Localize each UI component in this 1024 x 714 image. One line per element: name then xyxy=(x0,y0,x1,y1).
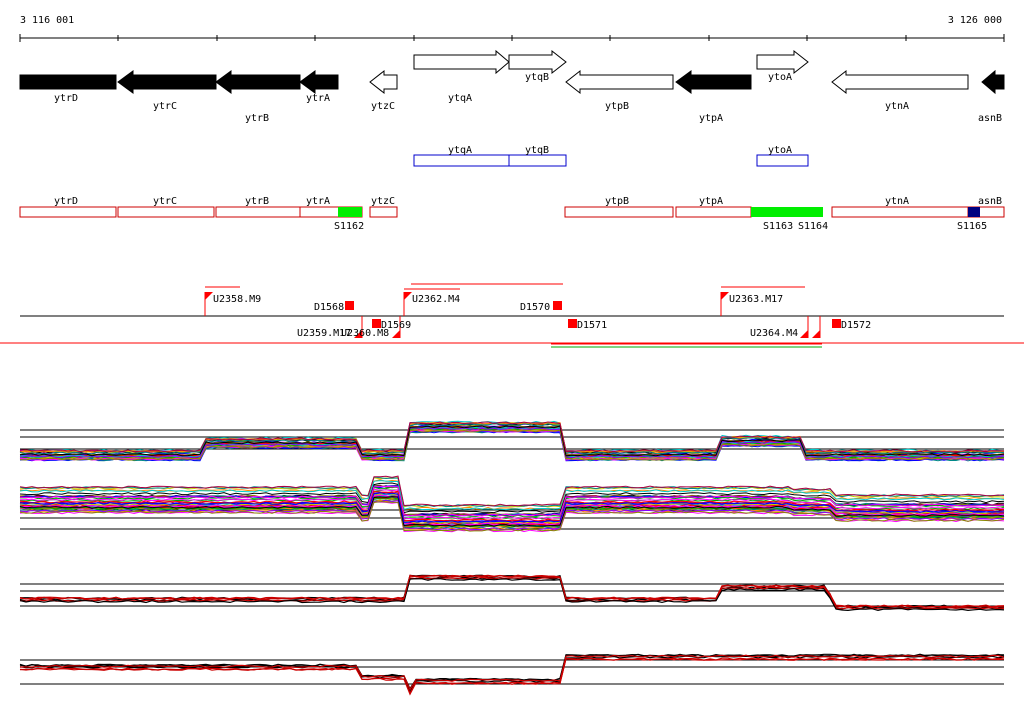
svg-text:ytrA: ytrA xyxy=(306,93,330,104)
gene-asnB[interactable]: asnB xyxy=(978,69,1005,124)
feature-U2359-M17[interactable]: U2359.M17 xyxy=(297,316,363,339)
svg-text:U2358.M9: U2358.M9 xyxy=(213,294,261,305)
svg-text:ytqB: ytqB xyxy=(525,145,549,156)
feature-U2362-M4[interactable]: U2362.M4 xyxy=(403,292,460,316)
blue-box-ytqA[interactable]: ytqA xyxy=(413,145,510,167)
segment-S1164: S1164 xyxy=(798,221,828,232)
gene-ytoA[interactable]: ytoA xyxy=(756,49,809,83)
svg-text:D1569: D1569 xyxy=(381,320,411,331)
end-coordinate: 3 126 000 xyxy=(948,15,1002,26)
svg-text:ytpA: ytpA xyxy=(699,113,723,124)
svg-text:ytrB: ytrB xyxy=(245,196,269,207)
blue-box-track: ytqA ytqB ytoA xyxy=(413,145,809,167)
svg-text:S1163: S1163 xyxy=(763,221,793,232)
gene-ytrD[interactable]: ytrD xyxy=(19,74,117,104)
red-box-ytnA[interactable]: ytnA xyxy=(831,196,973,218)
feature-U2360-M8[interactable]: U2360.M8 xyxy=(341,316,401,339)
svg-text:U2362.M4: U2362.M4 xyxy=(412,294,460,305)
expression-track-1 xyxy=(19,420,1005,462)
coordinate-ruler: 3 116 001 3 126 000 xyxy=(19,15,1005,42)
svg-text:ytpA: ytpA xyxy=(699,196,723,207)
segment-S1163[interactable]: S1163 xyxy=(751,207,823,232)
red-box-track: ytrD ytrC ytrB ytrA ytzC ytpB ytpA ytnA xyxy=(19,196,1005,232)
gene-ytrB[interactable]: ytrB xyxy=(215,70,301,124)
marker-D1570[interactable]: D1570 xyxy=(520,301,562,313)
range-lines xyxy=(205,283,822,348)
expression-track-2 xyxy=(19,475,1005,533)
svg-text:ytrA: ytrA xyxy=(306,196,330,207)
gene-track: ytrD ytrC ytrB ytrA ytzC ytqA ytqB ytpB xyxy=(19,49,1005,124)
blue-box-ytoA[interactable]: ytoA xyxy=(756,145,809,167)
gene-ytpB[interactable]: ytpB xyxy=(565,69,674,112)
segment-S1162[interactable]: S1162 xyxy=(334,207,364,232)
svg-text:U2363.M17: U2363.M17 xyxy=(729,294,783,305)
svg-text:S1162: S1162 xyxy=(334,221,364,232)
gene-ytrA[interactable]: ytrA xyxy=(299,70,339,104)
marker-D1569[interactable]: D1569 xyxy=(372,319,411,331)
svg-text:asnB: asnB xyxy=(978,113,1002,124)
svg-text:S1164: S1164 xyxy=(798,221,828,232)
red-box-ytpB[interactable]: ytpB xyxy=(564,196,674,218)
svg-text:ytnA: ytnA xyxy=(885,101,909,112)
svg-text:D1571: D1571 xyxy=(577,320,607,331)
svg-text:U2359.M17: U2359.M17 xyxy=(297,328,351,339)
svg-text:ytqA: ytqA xyxy=(448,145,472,156)
svg-text:ytzC: ytzC xyxy=(371,196,395,207)
gene-ytqB[interactable]: ytqB xyxy=(508,49,567,83)
svg-text:ytqA: ytqA xyxy=(448,93,472,104)
blue-box-ytqB[interactable]: ytqB xyxy=(508,145,567,167)
feature-track: U2358.M9 U2362.M4 U2363.M17 U2359.M17 U2… xyxy=(0,283,1024,348)
feature-U2358-M9[interactable]: U2358.M9 xyxy=(204,292,261,316)
svg-text:ytqB: ytqB xyxy=(525,72,549,83)
svg-text:ytpB: ytpB xyxy=(605,101,629,112)
svg-text:ytrD: ytrD xyxy=(54,93,78,104)
svg-text:ytrC: ytrC xyxy=(153,101,177,112)
gene-ytnA[interactable]: ytnA xyxy=(831,69,969,112)
svg-text:ytoA: ytoA xyxy=(768,145,792,156)
gene-ytrC[interactable]: ytrC xyxy=(117,70,217,112)
svg-text:asnB: asnB xyxy=(978,196,1002,207)
svg-text:ytpB: ytpB xyxy=(605,196,629,207)
svg-text:S1165: S1165 xyxy=(957,221,987,232)
svg-text:ytnA: ytnA xyxy=(885,196,909,207)
marker-D1572[interactable]: D1572 xyxy=(832,319,871,331)
gene-ytqA[interactable]: ytqA xyxy=(413,49,510,104)
svg-text:ytrC: ytrC xyxy=(153,196,177,207)
red-box-ytzC[interactable]: ytzC xyxy=(369,196,398,218)
svg-text:ytzC: ytzC xyxy=(371,101,395,112)
svg-text:ytrB: ytrB xyxy=(245,113,269,124)
svg-text:ytoA: ytoA xyxy=(768,72,792,83)
red-box-ytrB[interactable]: ytrB xyxy=(215,196,301,218)
svg-text:U2360.M8: U2360.M8 xyxy=(341,328,389,339)
expression-track-3 xyxy=(19,574,1005,612)
svg-text:D1572: D1572 xyxy=(841,320,871,331)
svg-text:D1568: D1568 xyxy=(314,302,344,313)
svg-text:D1570: D1570 xyxy=(520,302,550,313)
svg-text:ytrD: ytrD xyxy=(54,196,78,207)
marker-D1568[interactable]: D1568 xyxy=(314,301,354,313)
marker-D1571[interactable]: D1571 xyxy=(568,319,607,331)
red-box-ytrD[interactable]: ytrD xyxy=(19,196,117,218)
red-box-ytpA[interactable]: ytpA xyxy=(675,196,752,218)
segment-S1165[interactable]: S1165 xyxy=(957,207,987,232)
feature-U2363-M17[interactable]: U2363.M17 xyxy=(720,292,783,316)
feature-U2364-M4[interactable]: U2364.M4 xyxy=(750,316,821,339)
expression-track-4 xyxy=(19,653,1005,696)
start-coordinate: 3 116 001 xyxy=(20,15,74,26)
svg-text:U2364.M4: U2364.M4 xyxy=(750,328,798,339)
red-box-ytrC[interactable]: ytrC xyxy=(117,196,215,218)
gene-ytpA[interactable]: ytpA xyxy=(675,70,752,124)
gene-ytzC[interactable]: ytzC xyxy=(369,69,398,112)
